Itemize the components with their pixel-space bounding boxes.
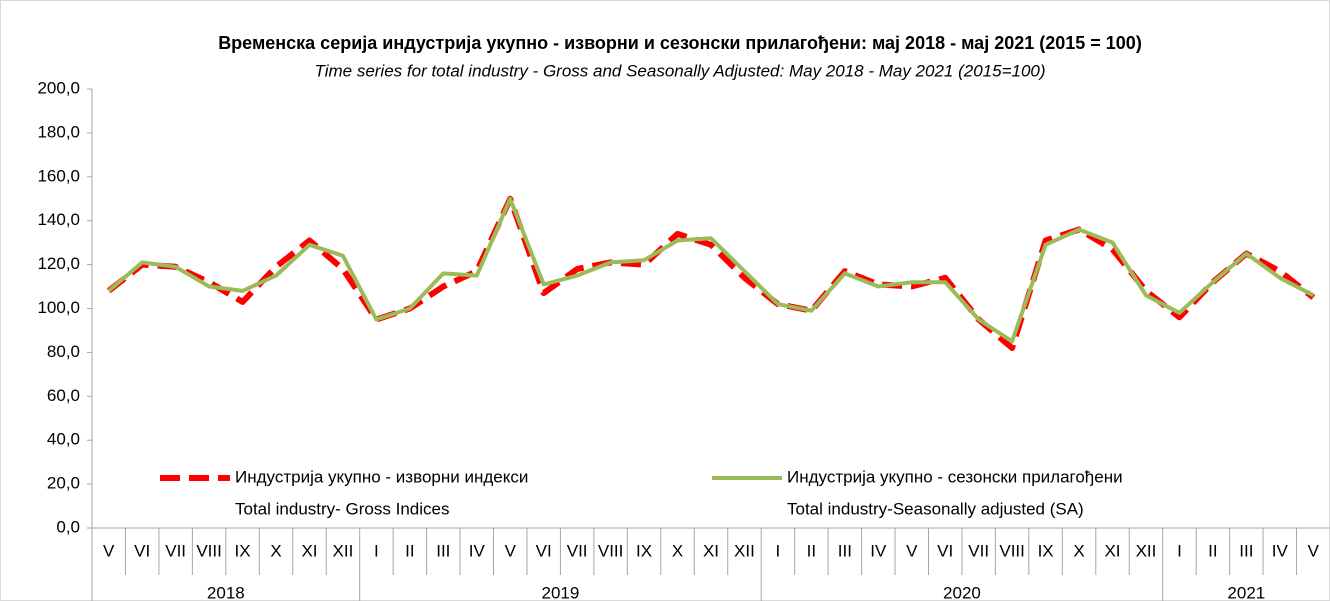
y-tick-label: 200,0 (37, 78, 80, 97)
x-tick-label: X (1073, 541, 1084, 560)
year-label: 2018 (207, 583, 245, 601)
x-tick-label: XI (1104, 541, 1120, 560)
x-tick-label: XI (301, 541, 317, 560)
legend-label: Индустрија укупно - изворни индекси (235, 467, 528, 486)
x-tick-label: XII (1136, 541, 1157, 560)
x-tick-label: VI (937, 541, 953, 560)
x-tick-label: V (505, 541, 517, 560)
year-label: 2021 (1227, 583, 1265, 601)
chart-subtitle: Time series for total industry - Gross a… (314, 61, 1045, 80)
x-tick-label: III (436, 541, 450, 560)
x-tick-label: VII (968, 541, 989, 560)
x-tick-label: I (374, 541, 379, 560)
series-line (106, 195, 1316, 351)
x-tick-label: I (1177, 541, 1182, 560)
series-line (107, 196, 1315, 344)
x-tick-label: XII (333, 541, 354, 560)
y-tick-label: 100,0 (37, 298, 80, 317)
x-tick-label: II (1208, 541, 1217, 560)
x-tick-label: VIII (196, 541, 222, 560)
x-tick-label: VII (165, 541, 186, 560)
x-tick-label: V (103, 541, 115, 560)
x-tick-label: X (672, 541, 683, 560)
y-tick-label: 60,0 (47, 386, 80, 405)
x-tick-label: II (405, 541, 414, 560)
x-tick-label: VIII (999, 541, 1025, 560)
x-tick-label: III (1239, 541, 1253, 560)
x-tick-label: V (906, 541, 918, 560)
y-tick-label: 120,0 (37, 254, 80, 273)
x-tick-label: IX (636, 541, 652, 560)
chart-title: Временска серија индустрија укупно - изв… (218, 33, 1142, 53)
legend-label: Индустрија укупно - сезонски прилагођени (787, 467, 1123, 486)
legend-label-en: Total industry-Seasonally adjusted (SA) (787, 499, 1084, 518)
y-tick-label: 20,0 (47, 474, 80, 493)
x-tick-label: VIII (598, 541, 624, 560)
x-tick-label: XII (734, 541, 755, 560)
year-label: 2020 (943, 583, 981, 601)
x-tick-label: VI (134, 541, 150, 560)
x-tick-label: IV (1272, 541, 1289, 560)
x-tick-label: X (270, 541, 281, 560)
legend-label-en: Total industry- Gross Indices (235, 499, 449, 518)
x-tick-label: VI (536, 541, 552, 560)
x-tick-label: III (838, 541, 852, 560)
x-tick-label: IX (235, 541, 251, 560)
x-tick-label: V (1308, 541, 1320, 560)
x-tick-label: I (776, 541, 781, 560)
x-tick-label: XI (703, 541, 719, 560)
y-tick-label: 80,0 (47, 342, 80, 361)
x-tick-label: IV (870, 541, 887, 560)
y-tick-label: 140,0 (37, 210, 80, 229)
y-tick-label: 0,0 (56, 517, 80, 536)
y-tick-label: 40,0 (47, 430, 80, 449)
x-tick-label: IX (1038, 541, 1054, 560)
y-tick-label: 160,0 (37, 166, 80, 185)
y-tick-label: 180,0 (37, 122, 80, 141)
x-tick-label: VII (567, 541, 588, 560)
year-label: 2019 (542, 583, 580, 601)
x-tick-label: IV (469, 541, 486, 560)
x-tick-label: II (807, 541, 816, 560)
